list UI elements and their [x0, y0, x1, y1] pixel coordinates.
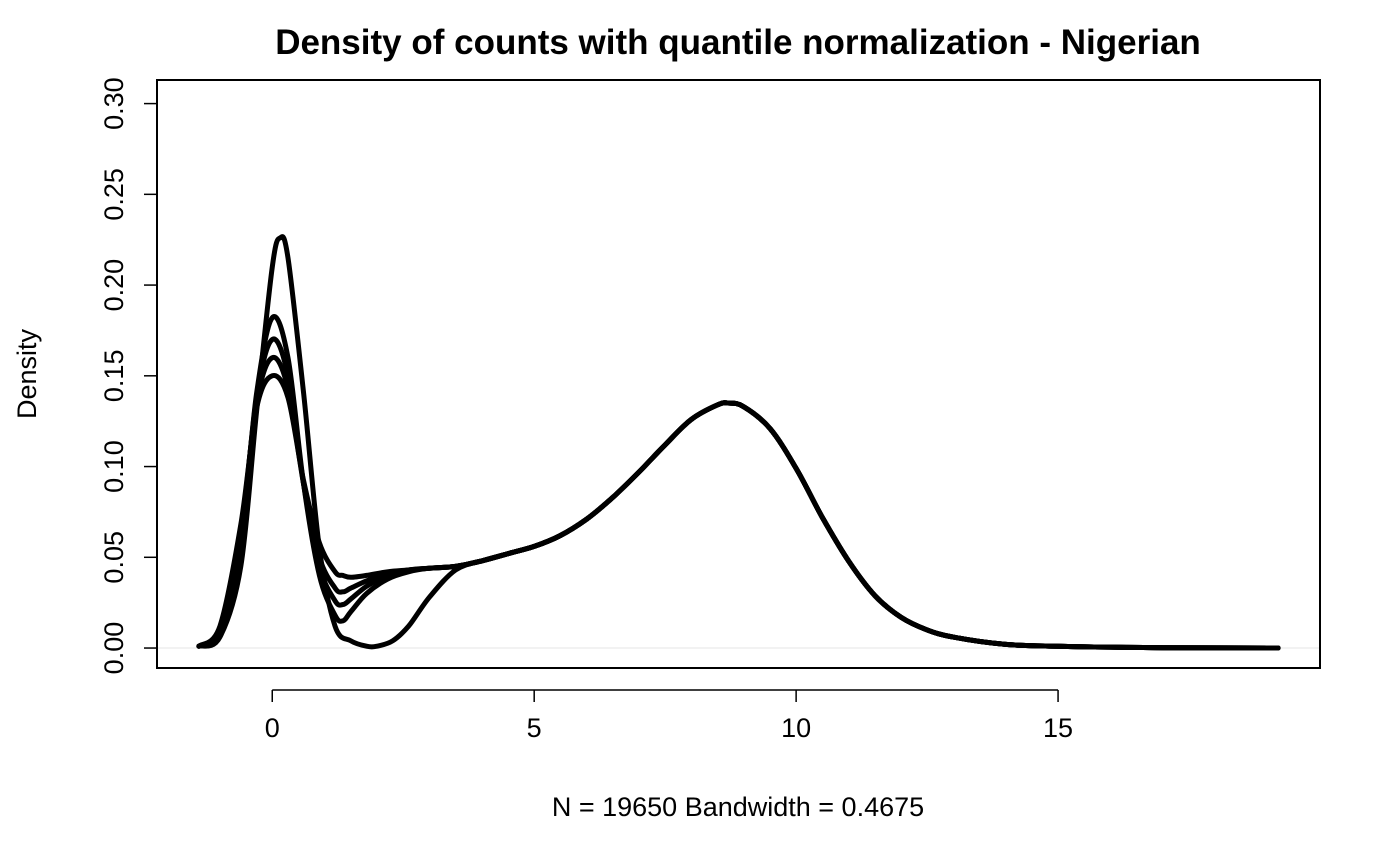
chart-title: Density of counts with quantile normaliz…: [275, 23, 1201, 62]
y-axis-label: Density: [12, 328, 42, 419]
density-line-5: [196, 373, 1281, 651]
plot-frame: [156, 79, 1321, 669]
x-tick-label: 0: [265, 713, 280, 743]
x-tick-label: 5: [527, 713, 542, 743]
y-tick-label: 0.30: [99, 77, 129, 130]
x-tick-label: 15: [1043, 713, 1073, 743]
y-tick-label: 0.20: [99, 259, 129, 312]
x-tick-label: 10: [781, 713, 811, 743]
x-axis-label: N = 19650 Bandwidth = 0.4675: [552, 792, 924, 822]
density-line-2: [196, 314, 1281, 651]
x-axis: 0 5 10 15: [265, 689, 1073, 743]
density-line-1: [196, 234, 1281, 651]
density-lines: [196, 234, 1281, 651]
y-tick-label: 0.25: [99, 168, 129, 221]
y-tick-label: 0.00: [99, 622, 129, 675]
y-tick-label: 0.05: [99, 531, 129, 584]
density-line-4: [196, 354, 1281, 651]
y-axis: 0.00 0.05 0.10 0.15 0.20 0.25 0.30: [99, 77, 158, 675]
y-tick-label: 0.10: [99, 440, 129, 493]
y-tick-label: 0.15: [99, 350, 129, 403]
